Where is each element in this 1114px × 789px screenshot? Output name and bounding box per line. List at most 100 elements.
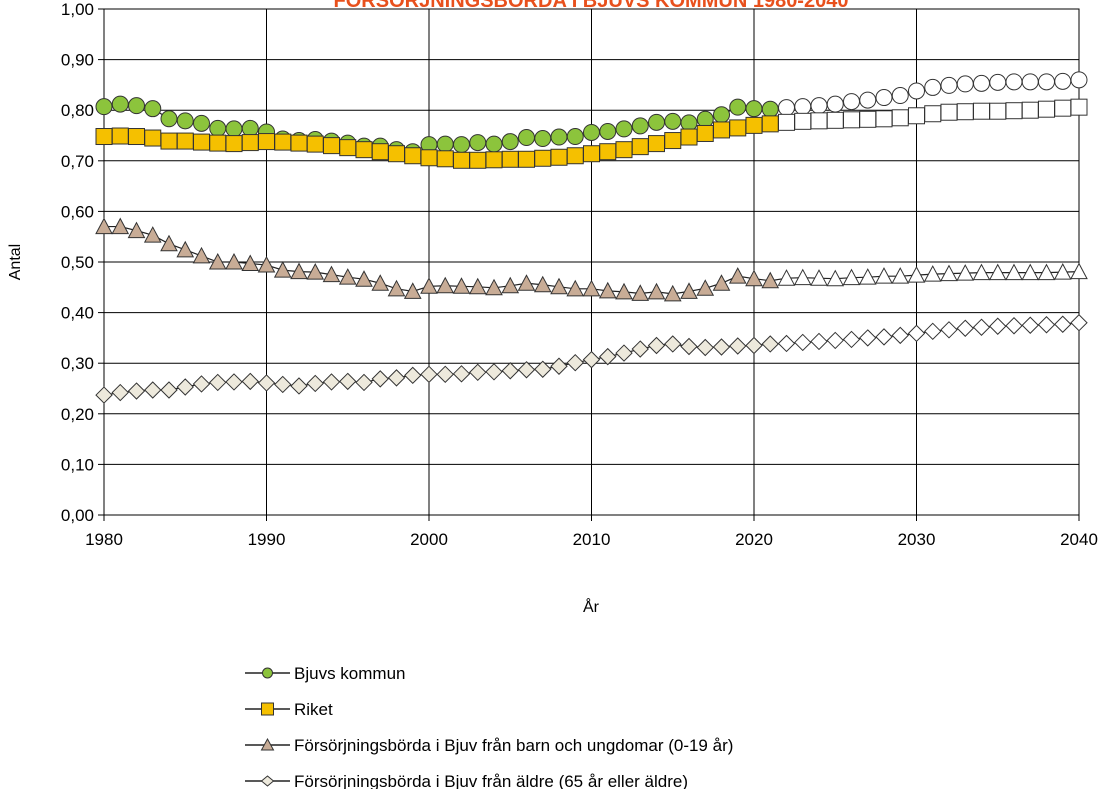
data-point xyxy=(306,135,324,153)
data-point xyxy=(615,120,633,138)
data-point xyxy=(111,127,129,145)
y-tick-label: 0,40 xyxy=(61,304,94,323)
legend-label: Försörjningsbörda i Bjuv från barn och u… xyxy=(294,736,733,755)
data-point xyxy=(826,95,844,113)
data-point xyxy=(485,278,503,296)
data-point xyxy=(534,360,552,378)
data-point xyxy=(891,326,909,345)
data-point xyxy=(859,91,877,109)
data-point xyxy=(144,381,162,399)
data-point xyxy=(615,344,633,362)
data-point xyxy=(225,120,243,138)
data-point xyxy=(599,347,617,366)
data-point xyxy=(956,75,974,93)
data-point xyxy=(664,112,682,130)
series-layer xyxy=(95,71,1088,404)
data-point xyxy=(956,319,974,337)
y-tick-label: 0,50 xyxy=(61,253,94,272)
data-point xyxy=(225,135,243,153)
data-point xyxy=(192,375,211,393)
data-point xyxy=(729,337,747,355)
data-point xyxy=(1054,72,1072,90)
data-point xyxy=(485,363,503,381)
data-point xyxy=(95,128,113,146)
data-point xyxy=(1005,73,1023,91)
series-2 xyxy=(95,98,1088,169)
data-point xyxy=(663,284,682,302)
data-point xyxy=(160,234,178,252)
data-point xyxy=(598,281,617,299)
data-point xyxy=(501,133,519,151)
data-point xyxy=(323,137,340,155)
data-point xyxy=(306,374,324,393)
data-point xyxy=(810,269,828,286)
data-point xyxy=(680,114,698,132)
data-point xyxy=(989,102,1007,120)
data-point xyxy=(501,276,520,294)
legend-label: Riket xyxy=(294,700,333,719)
data-point xyxy=(469,151,487,169)
data-point xyxy=(1021,263,1040,281)
data-point xyxy=(680,337,698,356)
data-point xyxy=(712,338,731,356)
data-point xyxy=(452,277,471,294)
data-point xyxy=(712,274,731,291)
data-point xyxy=(452,365,471,383)
data-point xyxy=(273,261,292,278)
data-point xyxy=(583,145,600,163)
data-point xyxy=(631,340,649,358)
data-point xyxy=(843,111,860,129)
data-point xyxy=(355,141,373,159)
data-point xyxy=(859,329,877,347)
data-point xyxy=(420,277,438,294)
data-point xyxy=(583,123,600,141)
data-point xyxy=(566,147,584,165)
data-point xyxy=(859,110,877,128)
data-point xyxy=(907,324,926,343)
legend-label: Försörjningsbörda i Bjuv från äldre (65 … xyxy=(294,772,688,789)
data-point xyxy=(940,103,958,121)
data-point xyxy=(713,121,730,139)
data-point xyxy=(128,128,145,146)
data-point xyxy=(208,252,227,270)
x-tick-label: 2020 xyxy=(735,530,773,549)
data-point xyxy=(973,74,990,92)
series-4 xyxy=(95,314,1088,404)
data-point xyxy=(501,362,519,380)
data-point xyxy=(940,76,958,94)
data-point xyxy=(533,275,552,293)
data-point xyxy=(193,114,210,132)
data-point xyxy=(875,328,893,346)
data-point xyxy=(534,149,552,167)
data-point xyxy=(176,378,194,396)
data-point xyxy=(517,361,536,379)
data-point xyxy=(501,150,519,168)
data-point xyxy=(241,119,259,137)
data-point xyxy=(241,254,260,272)
data-point xyxy=(469,134,487,152)
data-point xyxy=(875,110,893,128)
data-point xyxy=(1070,98,1088,116)
data-point xyxy=(664,132,682,150)
data-point xyxy=(745,116,763,134)
data-point xyxy=(842,330,861,349)
data-point xyxy=(924,78,942,96)
data-point xyxy=(127,382,146,400)
data-point xyxy=(176,112,194,130)
data-point xyxy=(241,372,259,391)
data-point xyxy=(761,271,780,289)
data-point xyxy=(517,274,536,291)
data-point xyxy=(1054,99,1072,117)
data-point xyxy=(908,82,925,100)
data-point xyxy=(209,119,227,137)
data-point xyxy=(518,150,535,168)
x-tick-label: 2010 xyxy=(573,530,611,549)
x-axis-label: År xyxy=(583,597,600,616)
data-point xyxy=(761,335,779,353)
data-point xyxy=(988,263,1007,281)
data-point xyxy=(728,267,747,284)
x-tick-label: 2000 xyxy=(410,530,448,549)
data-point xyxy=(923,265,942,282)
data-point xyxy=(631,284,650,301)
